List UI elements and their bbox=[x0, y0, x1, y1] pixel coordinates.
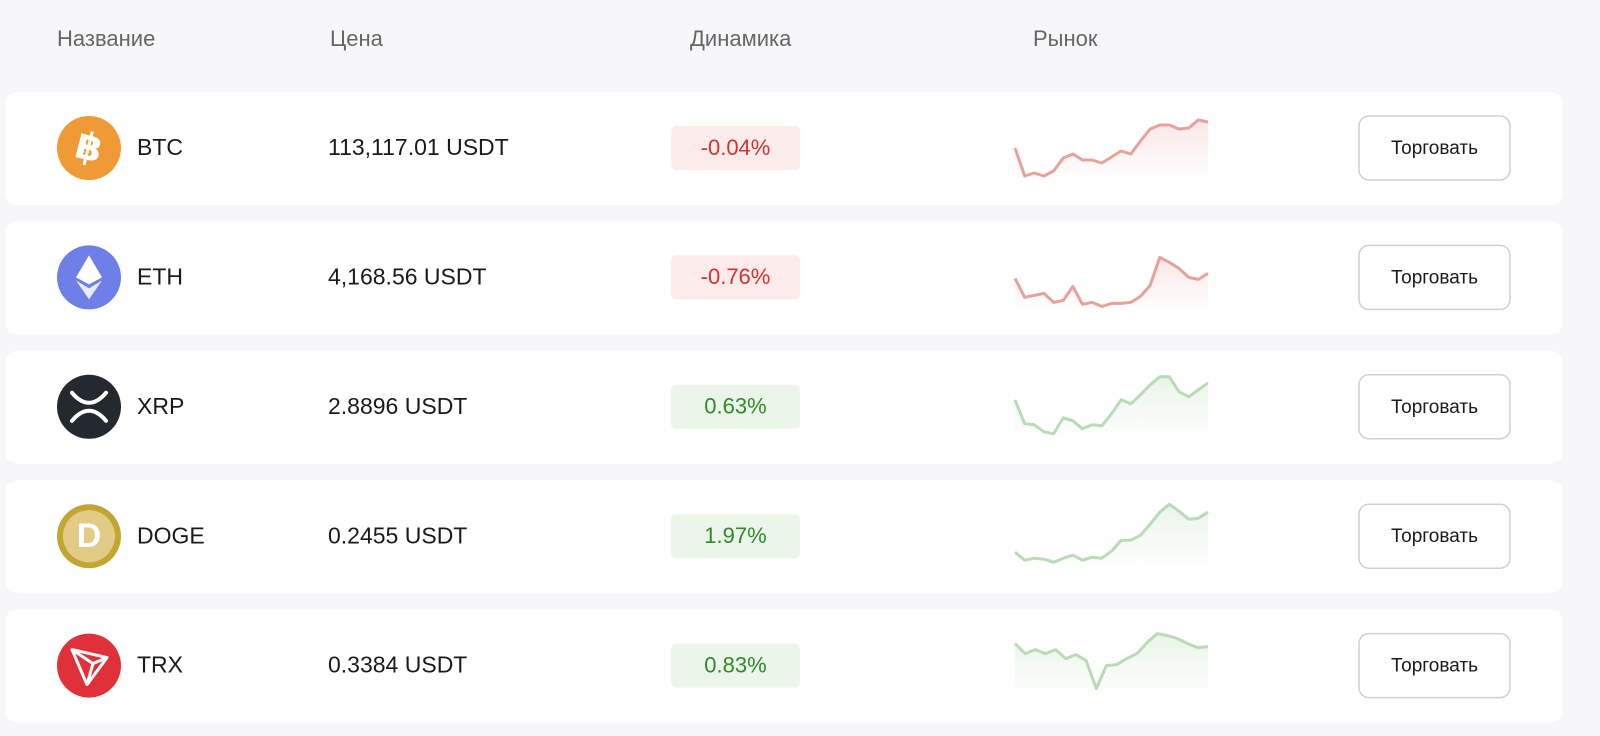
coin-symbol: XRP bbox=[137, 393, 184, 419]
icon-glyph bbox=[76, 255, 102, 285]
icon-glyph bbox=[76, 280, 102, 300]
coin-icon bbox=[57, 374, 121, 439]
trade-button[interactable] bbox=[1358, 374, 1511, 440]
change-value: 1.97% bbox=[704, 523, 766, 548]
coin-symbol: BTC bbox=[137, 134, 183, 160]
icon-glyph bbox=[63, 510, 115, 563]
trade-button[interactable] bbox=[1358, 244, 1511, 311]
trade-button[interactable] bbox=[1358, 632, 1511, 699]
trade-button-label[interactable]: Торговать bbox=[1391, 526, 1478, 547]
coin-symbol: ETH bbox=[137, 263, 183, 289]
icon-glyph bbox=[70, 648, 109, 687]
sparkline-area bbox=[1015, 376, 1208, 440]
change-badge bbox=[671, 643, 800, 688]
coin-price: 0.3384 USDT bbox=[328, 652, 467, 678]
coin-price: 113,117.01 USDT bbox=[328, 134, 509, 160]
trade-button-label[interactable]: Торговать bbox=[1391, 138, 1478, 159]
trade-button[interactable] bbox=[1358, 115, 1511, 181]
sparkline bbox=[1013, 632, 1209, 691]
icon-glyph: D bbox=[77, 517, 102, 555]
coin-price: 2.8896 USDT bbox=[328, 393, 467, 419]
sparkline bbox=[1014, 502, 1209, 564]
change-badge bbox=[671, 514, 800, 559]
trade-button-label[interactable]: Торговать bbox=[1391, 267, 1478, 288]
change-value: 0.63% bbox=[704, 394, 766, 419]
change-value: 0.83% bbox=[704, 652, 766, 677]
sparkline bbox=[1013, 118, 1209, 178]
column-header: Название bbox=[57, 26, 155, 51]
trade-button-label[interactable]: Торговать bbox=[1391, 656, 1478, 677]
sparkline-area bbox=[1015, 257, 1208, 311]
change-badge bbox=[671, 255, 800, 300]
sparkline-area bbox=[1015, 504, 1208, 570]
coin-symbol: TRX bbox=[137, 652, 183, 678]
coin-price: 4,168.56 USDT bbox=[328, 263, 487, 289]
change-badge bbox=[671, 126, 800, 170]
icon-glyph bbox=[70, 390, 108, 423]
trade-button[interactable] bbox=[1358, 503, 1511, 569]
sparkline bbox=[1013, 375, 1209, 436]
change-value: -0.76% bbox=[701, 264, 771, 289]
sparkline-area bbox=[1015, 120, 1208, 181]
column-header: Цена bbox=[330, 26, 384, 51]
sparkline bbox=[1013, 255, 1209, 308]
coin-icon bbox=[57, 633, 121, 698]
change-badge bbox=[671, 384, 800, 429]
trade-button-label[interactable]: Торговать bbox=[1391, 397, 1478, 418]
coin-price: 0.2455 USDT bbox=[328, 522, 467, 548]
column-header: Рынок bbox=[1033, 26, 1098, 51]
coin-symbol: DOGE bbox=[137, 522, 205, 548]
column-header: Динамика bbox=[690, 26, 792, 51]
coin-icon bbox=[57, 116, 121, 180]
change-value: -0.04% bbox=[701, 135, 771, 160]
